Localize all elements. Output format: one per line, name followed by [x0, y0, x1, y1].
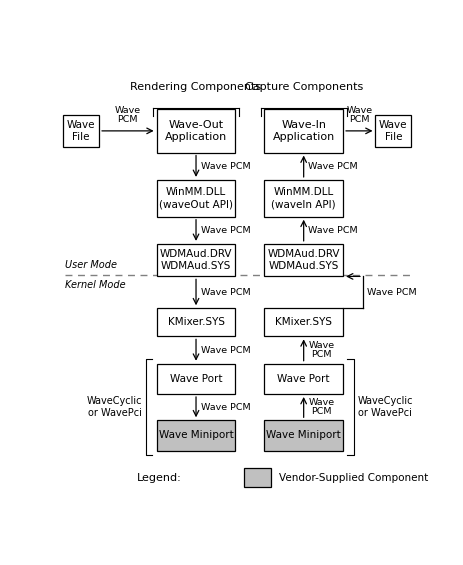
Text: Wave Miniport: Wave Miniport — [266, 431, 341, 440]
Text: WinMM.DLL
(waveOut API): WinMM.DLL (waveOut API) — [159, 187, 233, 210]
Text: Wave PCM: Wave PCM — [367, 288, 417, 297]
Text: Wave
PCM: Wave PCM — [308, 341, 334, 359]
Text: WDMAud.DRV
WDMAud.SYS: WDMAud.DRV WDMAud.SYS — [160, 249, 232, 271]
Text: Wave Miniport: Wave Miniport — [159, 431, 233, 440]
Bar — [264, 308, 343, 336]
Text: Wave PCM: Wave PCM — [200, 346, 250, 355]
Bar — [156, 364, 236, 394]
Bar — [264, 244, 343, 276]
Text: Wave PCM: Wave PCM — [200, 226, 250, 235]
Text: Wave PCM: Wave PCM — [200, 288, 250, 297]
Text: Wave Port: Wave Port — [170, 374, 222, 384]
Bar — [156, 180, 236, 217]
Text: WaveCyclic
or WavePci: WaveCyclic or WavePci — [87, 396, 142, 418]
Text: Vendor-Supplied Component: Vendor-Supplied Component — [279, 472, 428, 483]
Text: Wave
PCM: Wave PCM — [308, 398, 334, 416]
Bar — [63, 115, 99, 147]
Bar — [264, 109, 343, 153]
Bar — [156, 244, 236, 276]
Text: KMixer.SYS: KMixer.SYS — [275, 318, 332, 327]
Bar — [244, 468, 271, 487]
Bar — [156, 308, 236, 336]
Text: Wave PCM: Wave PCM — [308, 162, 358, 171]
Bar — [375, 115, 411, 147]
Bar — [264, 180, 343, 217]
Text: Wave Port: Wave Port — [277, 374, 330, 384]
Text: Wave
File: Wave File — [379, 120, 407, 142]
Text: WaveCyclic
or WavePci: WaveCyclic or WavePci — [357, 396, 413, 418]
Text: Kernel Mode: Kernel Mode — [65, 280, 125, 290]
Text: WinMM.DLL
(waveIn API): WinMM.DLL (waveIn API) — [271, 187, 336, 210]
Bar — [264, 364, 343, 394]
Text: User Mode: User Mode — [65, 260, 117, 270]
Text: Wave PCM: Wave PCM — [200, 403, 250, 412]
Bar — [156, 109, 236, 153]
Text: WDMAud.DRV
WDMAud.SYS: WDMAud.DRV WDMAud.SYS — [268, 249, 340, 271]
Bar — [156, 420, 236, 451]
Text: Capture Components: Capture Components — [244, 82, 363, 92]
Text: Wave-In
Application: Wave-In Application — [273, 120, 335, 142]
Text: Legend:: Legend: — [137, 472, 181, 483]
Text: Wave
PCM: Wave PCM — [115, 106, 141, 124]
Text: Wave
PCM: Wave PCM — [346, 106, 372, 124]
Text: KMixer.SYS: KMixer.SYS — [168, 318, 225, 327]
Text: Rendering Components: Rendering Components — [131, 82, 262, 92]
Text: Wave-Out
Application: Wave-Out Application — [165, 120, 227, 142]
Text: Wave
File: Wave File — [67, 120, 95, 142]
Text: Wave PCM: Wave PCM — [308, 226, 358, 235]
Bar — [264, 420, 343, 451]
Text: Wave PCM: Wave PCM — [200, 162, 250, 171]
